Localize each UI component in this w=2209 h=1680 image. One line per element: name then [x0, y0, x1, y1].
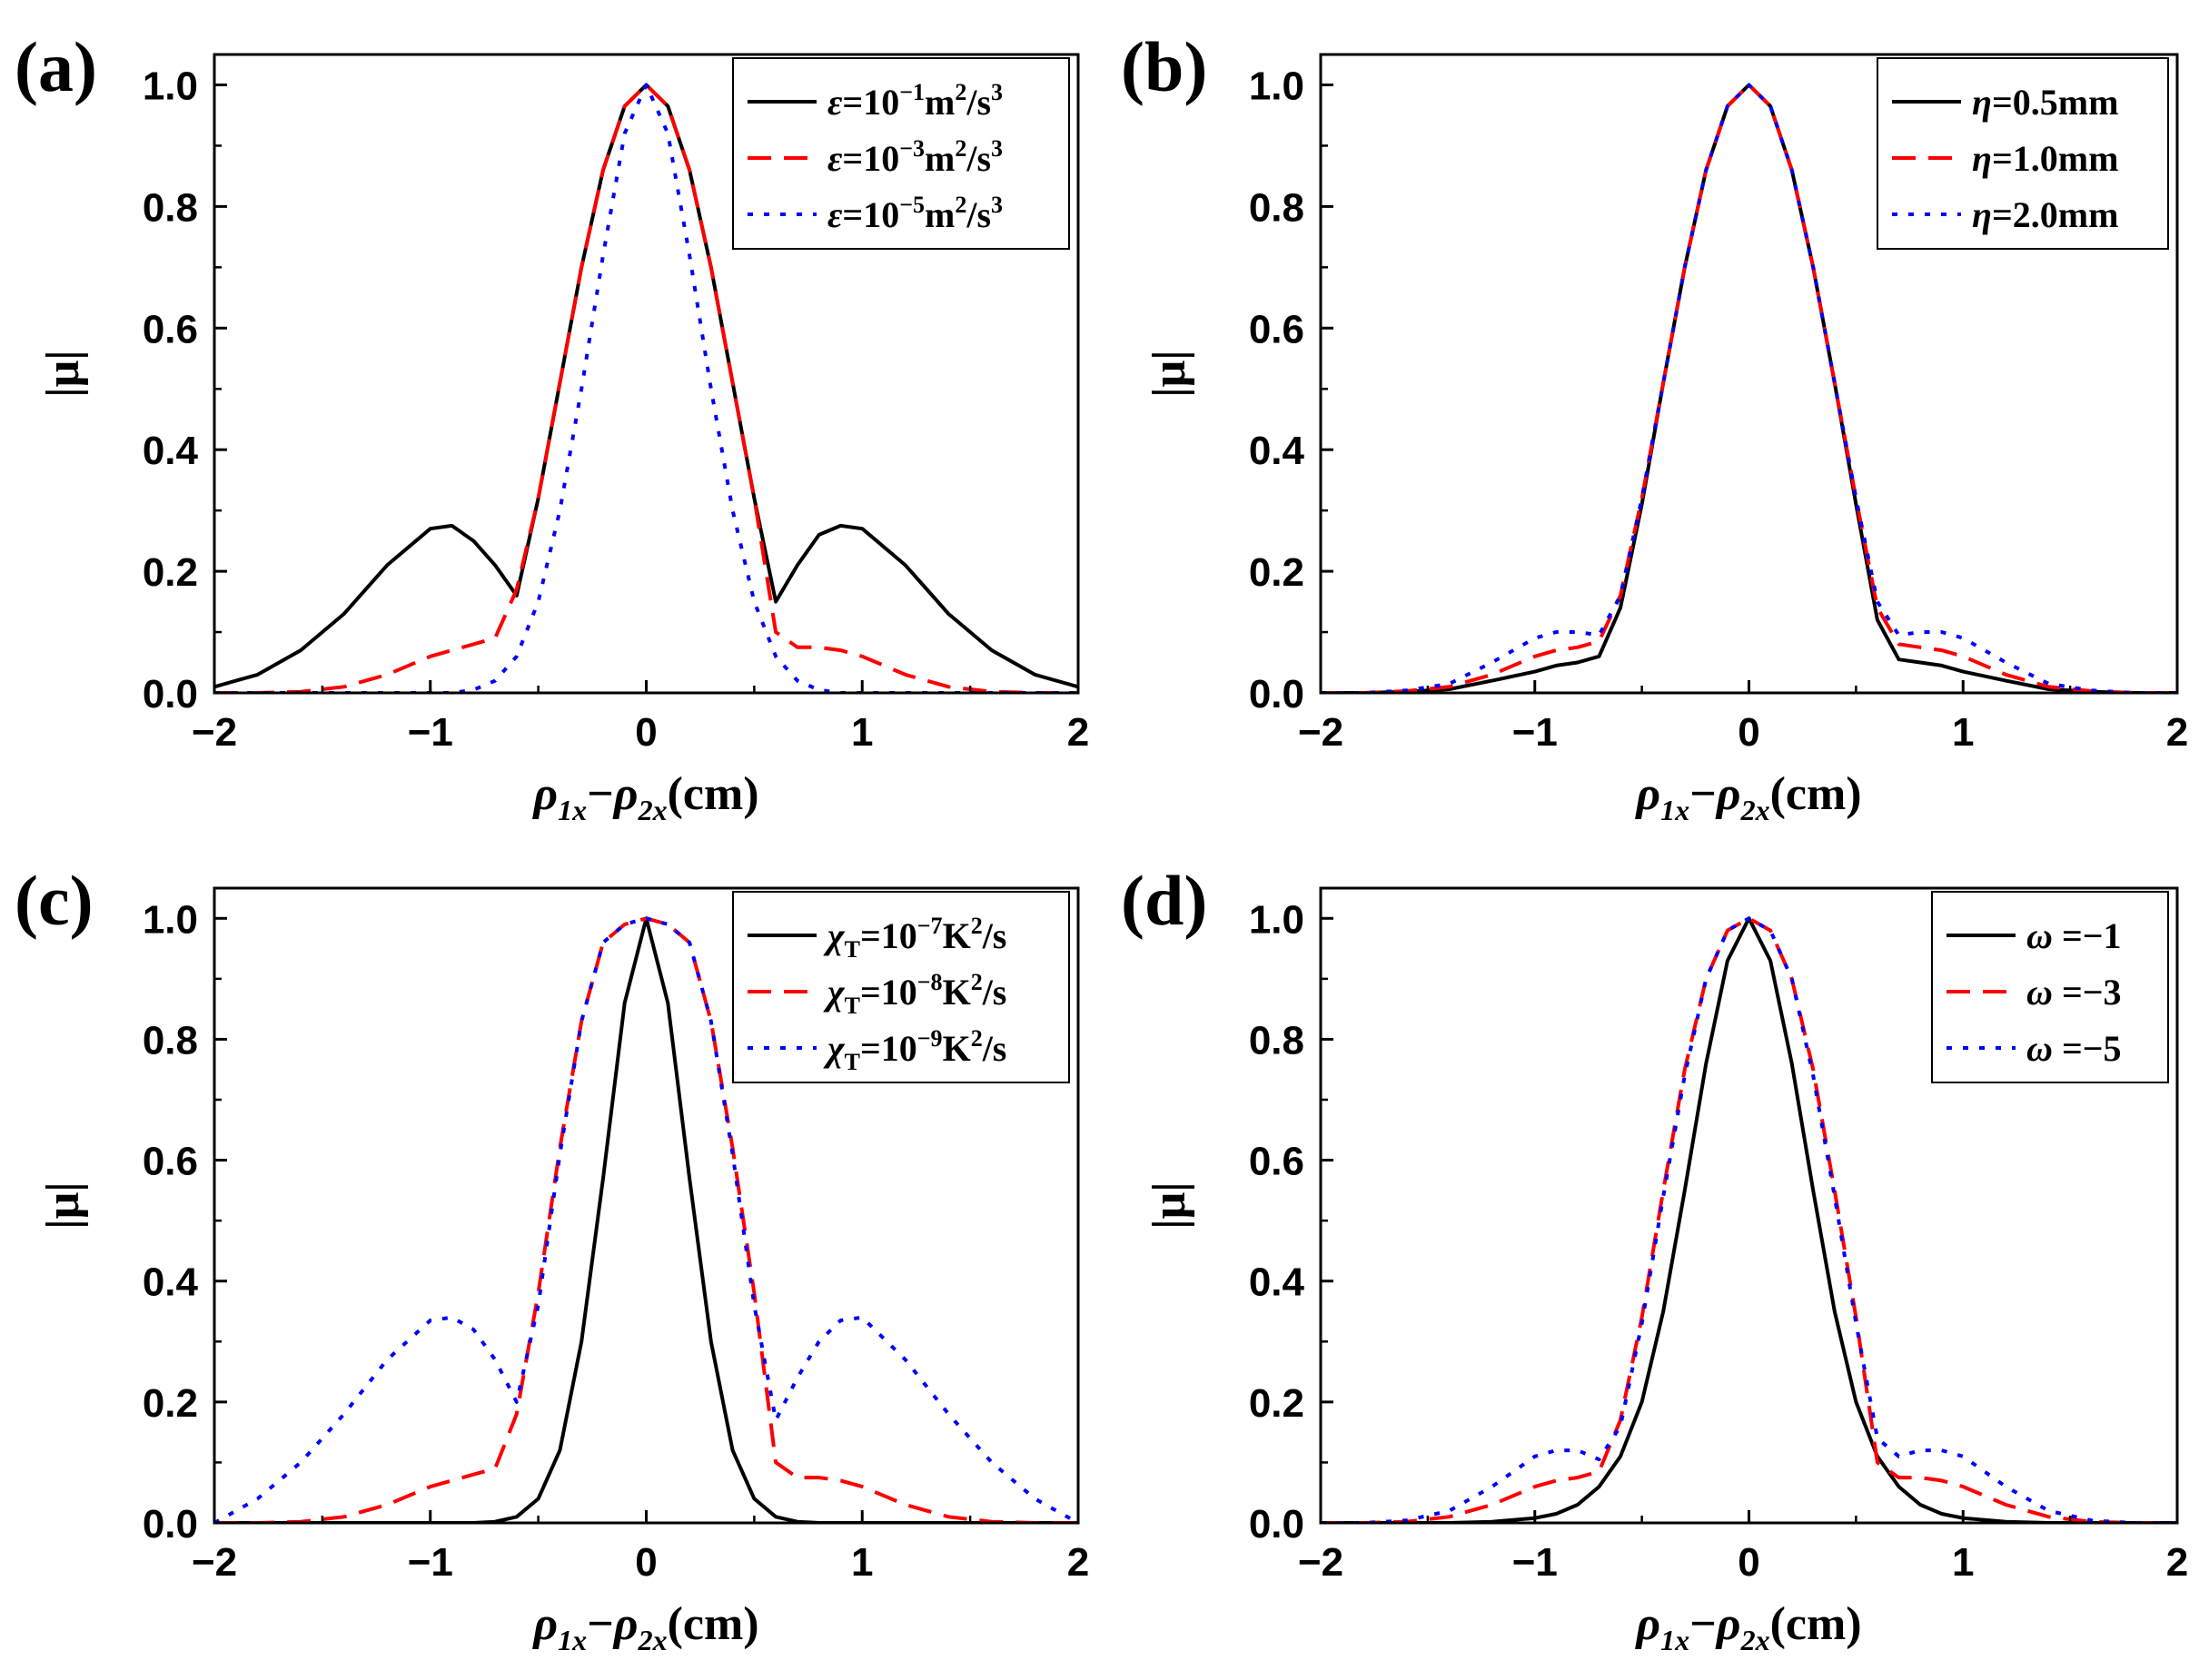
- series-line-2: [1321, 916, 2177, 1523]
- y-tick-label: 0.6: [1249, 1140, 1304, 1184]
- series-line-3: [214, 83, 1078, 693]
- y-tick-label: 1.0: [143, 897, 198, 942]
- y-tick-label: 0.8: [1249, 185, 1304, 230]
- x-tick-label: 1: [851, 1540, 873, 1585]
- panel-b: −2 −1 0 1 2 0.0 0.2 0.4 0.6 0.8 1.0 (b) |μ| ρ1x−ρ2x(c…: [1121, 27, 2188, 826]
- x-tick-label: 0: [1738, 710, 1759, 755]
- y-axis-label: |μ|: [1144, 1181, 1195, 1229]
- legend-entry: χT=10−7K2/s: [823, 913, 1006, 963]
- x-tick-label: 2: [2166, 1540, 2188, 1585]
- x-tick-label: 0: [635, 1540, 657, 1585]
- x-tick-label: 2: [2166, 710, 2188, 755]
- y-tick-label: 0.6: [143, 307, 198, 351]
- y-tick-label: 1.0: [143, 64, 198, 108]
- y-tick-label: 0.0: [1249, 1502, 1304, 1547]
- y-tick-label: 0.4: [1249, 1260, 1305, 1305]
- panel-d: −2 −1 0 1 2 0.0 0.2 0.4 0.6 0.8 1.0 (d) |μ| ρ1x−ρ2x(c…: [1121, 861, 2188, 1656]
- y-tick-label: 0.2: [143, 1381, 198, 1426]
- x-tick-label: 0: [635, 710, 657, 755]
- y-tick-label: 0.2: [1249, 550, 1304, 595]
- y-tick-label: 0.4: [1249, 429, 1305, 473]
- x-tick-label: −1: [408, 710, 453, 755]
- legend: ε=10−1m2/s3 ε=10−3m2/s3 ε=10−5m2/s3: [732, 57, 1070, 250]
- legend-entry: η=1.0mm: [1972, 138, 2118, 179]
- x-tick-label: −2: [1298, 710, 1343, 755]
- x-tick-label: 0: [1738, 1540, 1759, 1585]
- x-tick-label: −1: [408, 1540, 453, 1585]
- legend-entry: ε=10−5m2/s3: [827, 192, 1003, 235]
- x-tick-label: 2: [1067, 1540, 1089, 1585]
- legend: χT=10−7K2/s χT=10−8K2/s χT=10−9K2/s: [732, 891, 1070, 1083]
- x-axis-label: ρ1x−ρ2x(cm): [531, 1598, 758, 1656]
- y-tick-label: 0.4: [143, 429, 199, 473]
- legend-box: [1877, 57, 2169, 250]
- x-tick-label: −2: [192, 710, 237, 755]
- y-tick-label: 0.2: [1249, 1381, 1304, 1426]
- x-tick-label: 1: [1952, 710, 1974, 755]
- y-axis-label: |μ|: [37, 350, 89, 397]
- y-tick-label: 0.0: [1249, 672, 1304, 716]
- x-tick-label: 1: [1952, 1540, 1974, 1585]
- legend: η=0.5mm η=1.0mm η=2.0mm: [1877, 57, 2169, 250]
- series-group: [214, 916, 1078, 1523]
- legend-entry: ω =−3: [2026, 972, 2122, 1013]
- y-tick-label: 0.8: [143, 185, 198, 230]
- y-tick-label: 1.0: [1249, 897, 1304, 942]
- legend-box: [732, 57, 1070, 250]
- legend-entry: ε=10−1m2/s3: [827, 79, 1003, 123]
- legend-entry: ω =−5: [2026, 1028, 2122, 1069]
- panel-label: (a): [15, 27, 97, 106]
- series-line-3: [1321, 916, 2177, 1523]
- legend-entry: ε=10−3m2/s3: [827, 135, 1003, 179]
- y-tick-label: 0.6: [1249, 307, 1304, 351]
- panel-a: −2 −1 0 1 2 0.0 0.2 0.4 0.6 0.8 1.0 (a) |μ| ρ1x−ρ2x(c…: [15, 27, 1089, 826]
- legend-entry: η=0.5mm: [1972, 82, 2118, 123]
- series-line-2: [1321, 83, 2177, 693]
- x-tick-label: 1: [851, 710, 873, 755]
- x-tick-label: −1: [1512, 1540, 1558, 1585]
- panel-label: (c): [15, 861, 94, 940]
- legend-entry: χT=10−9K2/s: [823, 1025, 1006, 1075]
- x-tick-label: 2: [1067, 710, 1089, 755]
- y-tick-label: 0.0: [143, 1502, 198, 1547]
- x-axis-label: ρ1x−ρ2x(cm): [1634, 768, 1861, 826]
- legend: ω =−1 ω =−3 ω =−5: [1931, 891, 2169, 1083]
- x-tick-label: −1: [1512, 710, 1558, 755]
- series-group: [214, 83, 1078, 693]
- legend-box: [732, 891, 1070, 1083]
- series-line-3: [1321, 83, 2177, 693]
- x-axis-label: ρ1x−ρ2x(cm): [531, 768, 758, 826]
- y-tick-label: 0.0: [143, 672, 198, 716]
- legend-entry: ω =−1: [2026, 915, 2122, 956]
- series-line-2: [214, 83, 1078, 693]
- legend-box: [1931, 891, 2169, 1083]
- x-tick-label: −2: [1298, 1540, 1343, 1585]
- svg-text:ρ1x−ρ2x(cm): ρ1x−ρ2x(cm): [531, 768, 758, 826]
- panel-label: (b): [1121, 27, 1207, 106]
- svg-text:ρ1x−ρ2x(cm): ρ1x−ρ2x(cm): [531, 1598, 758, 1656]
- y-axis-label: |μ|: [37, 1181, 89, 1229]
- series-group: [1321, 83, 2177, 693]
- legend-entry: χT=10−8K2/s: [823, 969, 1006, 1019]
- y-tick-label: 1.0: [1249, 64, 1304, 108]
- y-axis-label: |μ|: [1144, 350, 1195, 397]
- panel-label: (d): [1121, 861, 1207, 940]
- svg-text:ρ1x−ρ2x(cm): ρ1x−ρ2x(cm): [1634, 768, 1861, 826]
- panel-c: −2 −1 0 1 2 0.0 0.2 0.4 0.6 0.8 1.0 (c) |μ| ρ1x−ρ2x(c…: [15, 861, 1089, 1656]
- y-tick-label: 0.8: [1249, 1018, 1304, 1062]
- y-tick-label: 0.8: [143, 1018, 198, 1062]
- x-tick-label: −2: [192, 1540, 237, 1585]
- y-tick-label: 0.6: [143, 1140, 198, 1184]
- svg-text:ρ1x−ρ2x(cm): ρ1x−ρ2x(cm): [1634, 1598, 1861, 1656]
- y-tick-label: 0.2: [143, 550, 198, 595]
- x-axis-label: ρ1x−ρ2x(cm): [1634, 1598, 1861, 1656]
- series-line-3: [214, 916, 1078, 1523]
- legend-entry: η=2.0mm: [1972, 194, 2118, 235]
- y-tick-label: 0.4: [143, 1260, 199, 1305]
